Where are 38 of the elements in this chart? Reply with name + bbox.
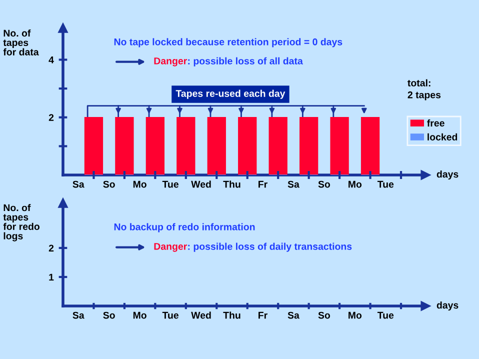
- x-tick-label: Wed: [191, 180, 211, 188]
- y-tick-label: 4: [48, 56, 54, 64]
- annotation: No backup of redo information: [114, 223, 255, 232]
- x-tick-label: Thu: [223, 312, 240, 319]
- x-tick-label: So: [103, 180, 115, 188]
- y-tick-label: 1: [49, 274, 54, 281]
- annotation: Danger: possible loss of all data: [154, 57, 303, 66]
- x-tick-label: So: [318, 312, 330, 319]
- x-tick-label: Tue: [377, 312, 394, 319]
- legend-label: locked: [428, 133, 458, 140]
- x-tick-label: Sa: [72, 180, 84, 188]
- x-tick-label: Tue: [162, 312, 178, 319]
- x-tick-label: Sa: [288, 312, 300, 319]
- x-tick-label: Mo: [133, 312, 146, 319]
- x-tick-label: So: [103, 312, 115, 319]
- y-axis-title: No. of tapes for redo logs: [3, 204, 40, 242]
- annotation: No tape locked because retention period = 0 days: [114, 38, 342, 48]
- x-tick-label: Tue: [162, 180, 178, 188]
- y-axis-title: No. of tapes for data: [3, 29, 39, 56]
- y-tick-label: 2: [48, 244, 54, 252]
- x-axis-title: days: [436, 301, 458, 311]
- x-tick-label: Sa: [72, 312, 84, 319]
- x-axis-title: days: [436, 170, 458, 180]
- legend-label: free: [427, 119, 444, 127]
- x-tick-label: Tue: [377, 180, 394, 188]
- annotation: Tapes re-used each day: [176, 90, 286, 99]
- x-tick-label: Mo: [348, 312, 362, 319]
- x-tick-label: Mo: [133, 180, 146, 188]
- x-tick-label: Fr: [258, 312, 268, 319]
- x-tick-label: Fr: [258, 180, 268, 188]
- x-tick-label: Sa: [288, 180, 300, 188]
- annotation: total: 2 tapes: [408, 79, 441, 100]
- x-tick-label: Mo: [348, 180, 362, 188]
- y-tick-label: 2: [48, 114, 54, 121]
- annotation: Danger: possible loss of daily transactions: [154, 242, 352, 252]
- x-tick-label: Wed: [191, 312, 211, 319]
- x-tick-label: Thu: [223, 180, 240, 188]
- x-tick-label: So: [318, 180, 330, 188]
